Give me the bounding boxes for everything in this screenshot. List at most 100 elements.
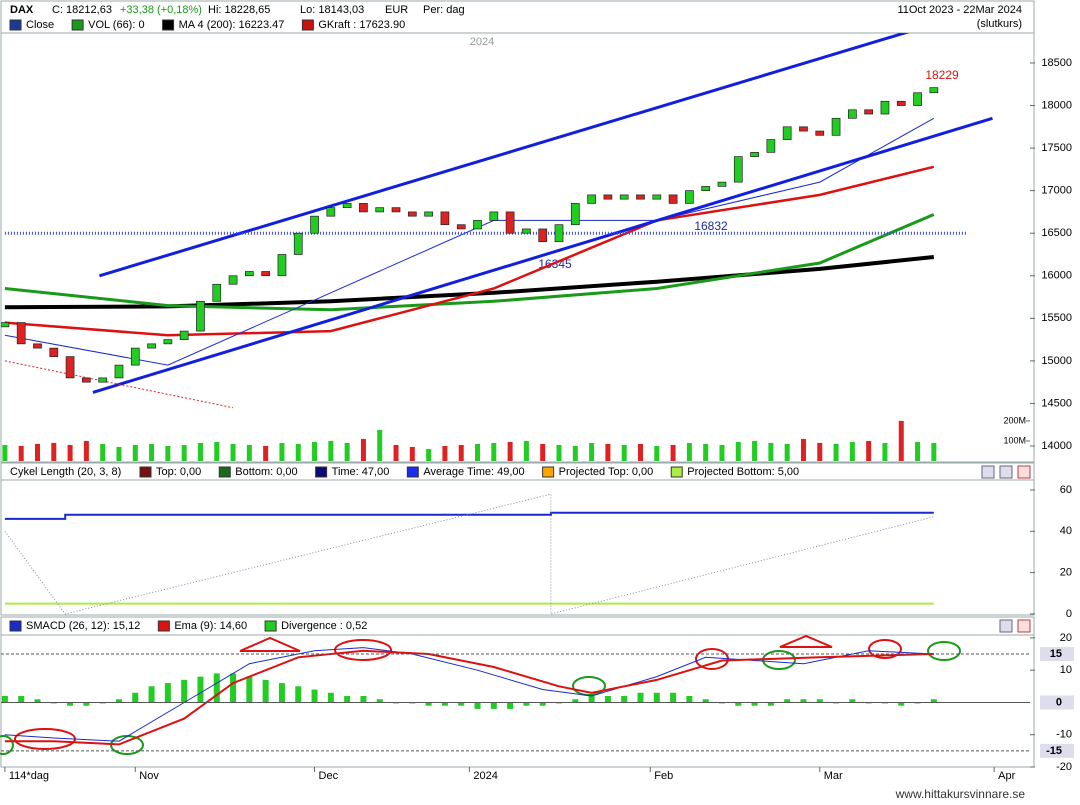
level-label: -15 — [1046, 745, 1062, 757]
candle — [636, 194, 645, 200]
x-tick-label: Apr — [998, 770, 1015, 782]
divergence-bar — [653, 692, 660, 703]
volume-bar — [165, 445, 171, 461]
legend-swatch — [9, 19, 22, 31]
legend-swatch — [139, 466, 152, 478]
divergence-bar — [637, 692, 644, 703]
candle — [505, 211, 515, 234]
volume-bar — [51, 442, 57, 461]
candle — [701, 186, 711, 191]
volume-bar — [2, 444, 8, 461]
volume-bar — [426, 448, 432, 461]
symbol: DAX — [10, 4, 34, 16]
candle — [16, 322, 26, 345]
volume-bar — [230, 443, 236, 461]
candle — [1, 322, 10, 328]
y-tick-label: 18000 — [1041, 99, 1072, 111]
candle — [489, 211, 499, 221]
candle — [652, 194, 662, 200]
annotation: 16832 — [694, 219, 728, 233]
divergence-bar — [849, 699, 856, 703]
volume-bar — [475, 443, 481, 461]
y-tick-label: 14000 — [1041, 440, 1072, 452]
legend-swatch — [71, 19, 84, 31]
divergence-bar — [311, 689, 318, 703]
candle — [668, 194, 678, 204]
volume-bar — [507, 441, 513, 461]
candle — [880, 100, 890, 115]
divergence-bar — [376, 699, 383, 703]
volume-bar — [100, 443, 106, 461]
divergence-bar — [735, 702, 742, 706]
volume-bar — [197, 442, 203, 461]
candle — [685, 190, 694, 204]
candle — [913, 92, 922, 106]
divergence-bar — [441, 702, 448, 706]
legend-label: Ema (9): 14,60 — [174, 620, 247, 632]
candle — [750, 151, 759, 157]
candle — [33, 343, 42, 349]
divergence-bar — [784, 699, 791, 703]
divergence-bar — [621, 695, 628, 703]
volume-bar — [572, 445, 578, 461]
y-tick-label: 16000 — [1041, 270, 1072, 282]
volume-bar — [181, 444, 187, 461]
divergence-bar — [164, 683, 171, 703]
y-tick-label: 60 — [1060, 484, 1072, 496]
candle — [848, 109, 857, 119]
candle — [293, 232, 303, 255]
volume-bar — [784, 443, 790, 461]
candle — [456, 224, 466, 230]
candle — [570, 203, 580, 226]
divergence-bar — [751, 702, 758, 706]
divergence-bar — [34, 699, 41, 703]
volume-bar — [898, 420, 904, 461]
candle — [587, 194, 596, 204]
legend-label: Time: 47,00 — [332, 466, 390, 478]
candle — [130, 347, 140, 366]
candle — [603, 194, 613, 200]
legend-swatch — [301, 19, 314, 31]
candle — [228, 275, 238, 285]
volume-bar — [637, 443, 643, 461]
volume-bar — [246, 444, 252, 461]
volume-bar — [882, 442, 888, 461]
candle — [522, 228, 531, 234]
divergence-bar — [588, 695, 595, 703]
candle — [82, 377, 91, 383]
divergence-bar — [507, 702, 514, 709]
volume-bar — [752, 440, 758, 461]
candle — [179, 330, 189, 340]
volume-bar — [817, 442, 823, 461]
volume-bar — [442, 445, 448, 461]
series-line — [4, 360, 234, 409]
volume-bar — [833, 443, 839, 461]
currency: EUR — [385, 4, 408, 16]
divergence-bar — [490, 702, 497, 709]
divergence-bar — [1, 695, 8, 703]
volume-bar — [670, 444, 676, 461]
legend-label: VOL (66): 0 — [88, 19, 144, 31]
legend-label: Projected Top: 0,00 — [559, 466, 654, 478]
x-tick-label: Nov — [139, 770, 159, 782]
volume-bar — [83, 440, 89, 461]
level-box — [1040, 695, 1074, 710]
volume-bar — [719, 444, 725, 461]
candle — [326, 207, 336, 217]
series-line — [4, 647, 934, 742]
candle — [49, 347, 59, 357]
series-line — [92, 116, 993, 394]
divergence-bar — [572, 699, 579, 703]
divergence-bar — [898, 702, 905, 706]
panel-icons[interactable] — [981, 465, 1031, 633]
main-frame — [0, 0, 1035, 463]
divergence-bar — [83, 702, 90, 706]
volume-bar — [800, 438, 806, 461]
volume-bar — [540, 443, 546, 461]
volume-bar — [556, 444, 562, 461]
legend-swatch — [9, 620, 22, 632]
y-tick-label: 40 — [1060, 525, 1072, 537]
candle — [98, 377, 108, 383]
divergence-bar — [800, 699, 807, 703]
